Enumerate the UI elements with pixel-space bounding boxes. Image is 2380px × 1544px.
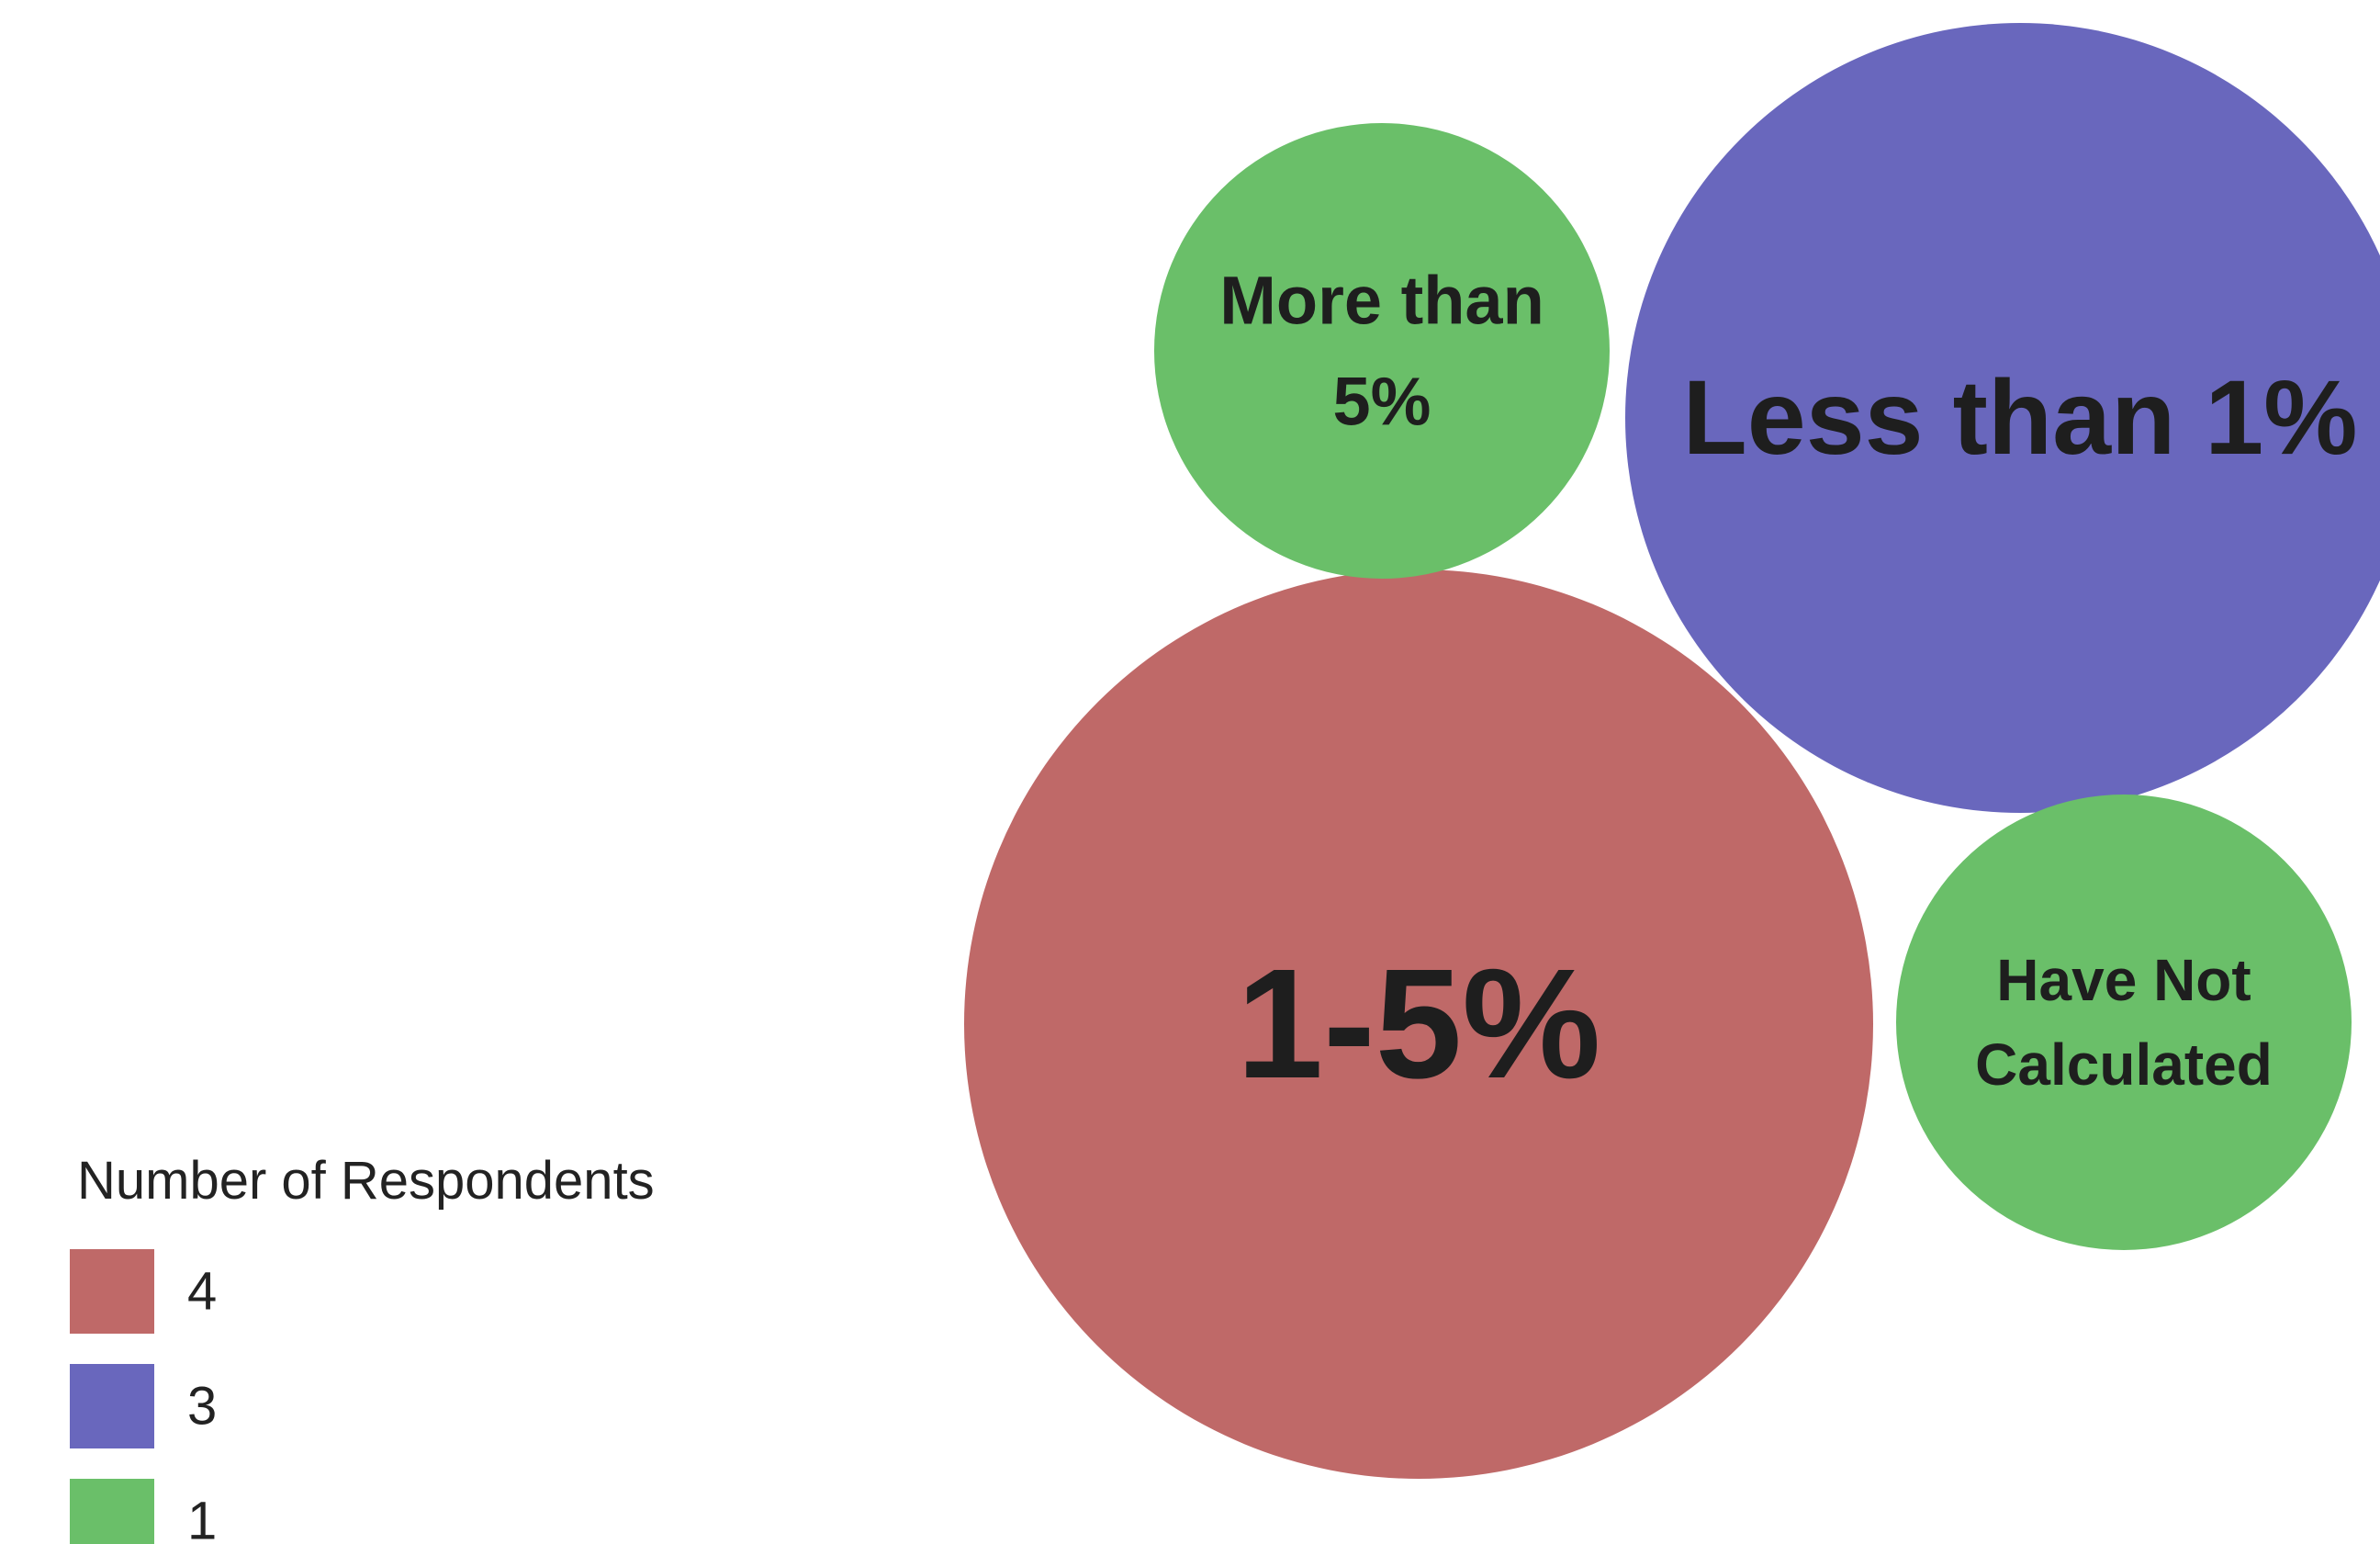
legend-entry: 1 — [70, 1479, 217, 1544]
legend-swatch — [70, 1364, 154, 1448]
legend-swatch — [70, 1249, 154, 1334]
bubble-circle — [1896, 795, 2352, 1250]
legend-swatch — [70, 1479, 154, 1544]
legend-label: 1 — [187, 1492, 217, 1544]
legend: Number of Respondents 4 3 1 — [70, 1151, 655, 1544]
legend-items: 4 3 1 — [70, 1249, 217, 1544]
bubbles-group: 1-5% Less than 1% More than 5% Have Not Calcu… — [964, 23, 2380, 1479]
bubble-label-line: 5% — [1333, 364, 1431, 440]
bubble-have-not-calculated: Have Not Calculated — [1896, 795, 2352, 1250]
bubble-1-5: 1-5% — [964, 569, 1873, 1479]
legend-entry: 3 — [70, 1364, 217, 1448]
bubble-more-than-5: More than 5% — [1154, 123, 1610, 579]
bubble-label-line: Calculated — [1975, 1031, 2273, 1098]
legend-title: Number of Respondents — [77, 1151, 655, 1211]
bubble-label-line: Less than 1% — [1683, 359, 2358, 477]
bubble-label-line: Have Not — [1996, 947, 2251, 1013]
legend-label: 4 — [187, 1262, 217, 1322]
legend-entry: 4 — [70, 1249, 217, 1334]
bubble-circle — [964, 569, 1873, 1479]
legend-label: 3 — [187, 1377, 217, 1437]
bubble-circle — [1625, 23, 2380, 813]
bubble-label-line: More than — [1219, 263, 1544, 339]
bubble-label-line: 1-5% — [1237, 937, 1601, 1111]
bubble-circle — [1154, 123, 1610, 579]
bubble-less-than-1: Less than 1% — [1625, 23, 2380, 813]
